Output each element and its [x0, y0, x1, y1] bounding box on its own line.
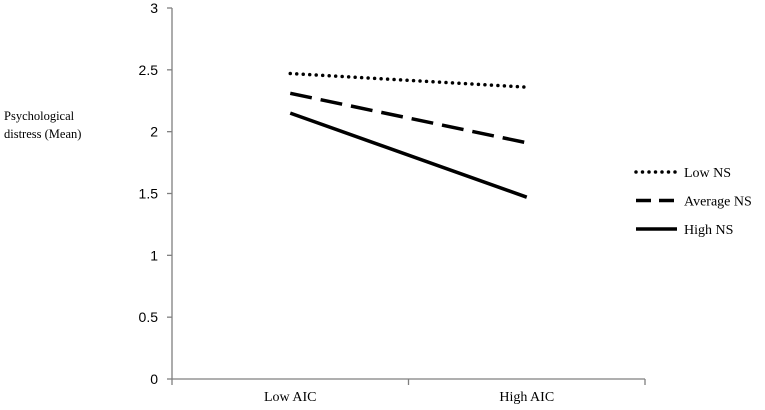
series-line-high-ns	[289, 111, 528, 199]
y-tick-label: 0	[150, 371, 158, 387]
series-line-average-ns	[289, 91, 528, 145]
legend-label: Average NS	[684, 195, 752, 210]
y-tick-label: 2.5	[139, 62, 159, 78]
legend-label: High NS	[684, 223, 733, 238]
series-line-low-ns	[288, 71, 529, 89]
y-tick-label: 2	[150, 124, 158, 140]
y-tick-label: 0.5	[139, 309, 159, 325]
y-axis-label-line-1: Psychological	[4, 109, 75, 123]
y-tick-label: 1.5	[139, 186, 159, 202]
y-tick-label: 3	[150, 0, 158, 16]
y-axis-label: Psychological distress (Mean)	[4, 107, 114, 143]
x-tick-label: Low AIC	[264, 390, 317, 405]
y-tick-label: 1	[150, 247, 158, 263]
y-axis-label-line-2: distress (Mean)	[4, 127, 82, 141]
x-tick-label: High AIC	[499, 390, 554, 405]
legend-label: Low NS	[684, 166, 731, 181]
